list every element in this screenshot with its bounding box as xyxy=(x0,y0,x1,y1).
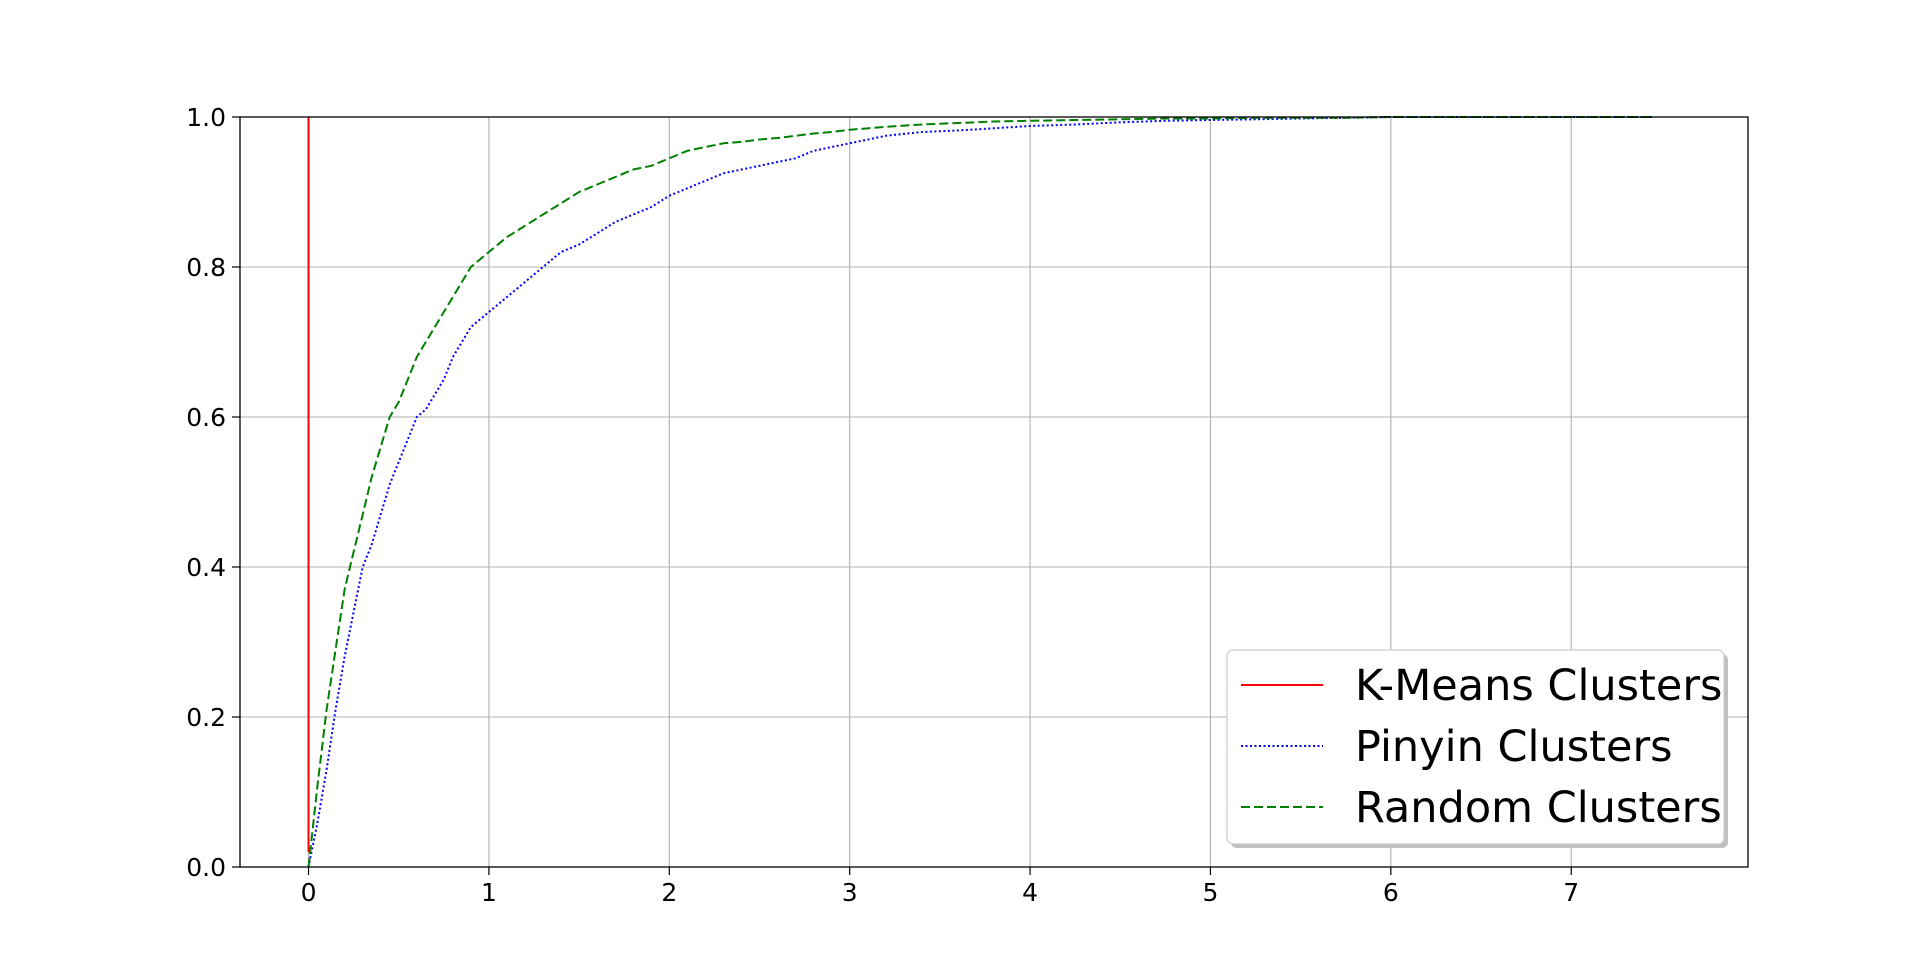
x-tick-label: 2 xyxy=(661,878,677,907)
legend-label: Pinyin Clusters xyxy=(1355,722,1673,772)
x-tick-label: 0 xyxy=(301,878,317,907)
y-tick-label: 1.0 xyxy=(186,103,226,132)
legend-label: K-Means Clusters xyxy=(1355,661,1722,711)
x-tick-label: 7 xyxy=(1563,878,1579,907)
x-tick-label: 5 xyxy=(1203,878,1219,907)
legend: K-Means Clusters Pinyin Clusters Random Cl… xyxy=(1226,649,1728,848)
x-tick-label: 6 xyxy=(1383,878,1399,907)
y-tick-label: 0.8 xyxy=(186,253,226,282)
y-tick-label: 0.6 xyxy=(186,403,226,432)
x-tick-label: 4 xyxy=(1022,878,1038,907)
series-line-pinyin-clusters xyxy=(307,116,1653,868)
legend-label: Random Clusters xyxy=(1355,783,1722,833)
series-layer xyxy=(307,116,1653,868)
y-tick-label: 0.4 xyxy=(186,553,226,582)
series-line-random-clusters xyxy=(307,116,1653,868)
plot-frame xyxy=(239,116,1749,868)
x-tick-label: 3 xyxy=(842,878,858,907)
axis-ticks: 0 1 2 3 4 5 6 7 0.0 0.2 0.4 0.6 0.8 1.0 xyxy=(186,103,1579,907)
x-tick-label: 1 xyxy=(481,878,497,907)
legend-box xyxy=(1226,649,1725,845)
y-tick-label: 0.2 xyxy=(186,703,226,732)
y-tick-label: 0.0 xyxy=(186,853,226,882)
